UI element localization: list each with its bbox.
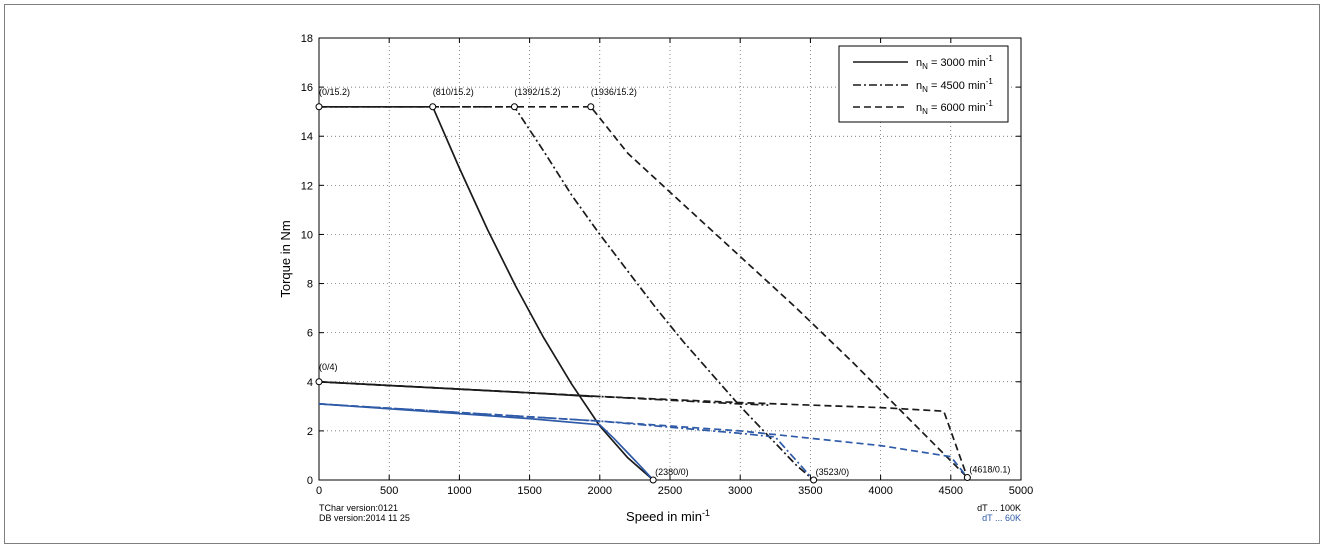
x-axis-label: Speed in min-1 [626,508,710,524]
legend-entry-4500: nN = 4500 min-1 [916,77,993,94]
marker-label: (4618/0.1) [969,465,1010,475]
marker-point [587,103,595,111]
x-tick-label: 3000 [728,485,752,497]
legend-box [838,45,1009,123]
legend-entry-6000: nN = 6000 min-1 [916,99,993,116]
x-tick-label: 1500 [517,485,541,497]
x-tick-label: 2500 [658,485,682,497]
marker-label: (810/15.2) [433,87,474,97]
marker-label: (1392/15.2) [514,87,560,97]
marker-label: (3523/0) [816,467,850,477]
x-tick-label: 500 [380,485,398,497]
y-tick-label: 14 [301,131,313,143]
marker-label: (0/15.2) [319,87,350,97]
marker-point [963,474,971,482]
dt-60k-note: dT ... 60K [982,513,1021,523]
y-axis-label: Torque in Nm [278,220,293,297]
series-group [318,105,969,481]
marker-label: (1936/15.2) [591,87,637,97]
marker-point [315,103,323,111]
series-line-6 [318,403,654,481]
x-tick-label: 1000 [447,485,471,497]
markers-group: (0/15.2) (810/15.2) (1392/15.2) (1936/15.2)… [315,87,1010,484]
series-line-7 [318,403,815,481]
y-tick-label: 18 [301,33,313,45]
marker-label: (2380/0) [655,467,689,477]
y-tick-label: 12 [301,180,313,192]
y-tick-label: 10 [301,229,313,241]
y-tick-label: 16 [301,82,313,94]
marker-point [510,103,518,111]
dt-100k-note: dT ... 100K [977,503,1021,513]
legend-entry-3000: nN = 3000 min-1 [916,54,993,71]
y-tick-label: 4 [307,377,313,389]
series-line-0 [319,105,654,481]
legend: nN = 3000 min-1 nN = 4500 min-1 nN = 600… [838,45,1009,123]
tchar-version: TChar version:0121 [319,503,398,513]
series-line-2 [319,105,969,479]
x-axis-label-sup: -1 [702,508,710,518]
y-tick-label: 2 [307,426,313,438]
marker-label: (0/4) [319,362,338,372]
x-tick-label: 0 [316,485,322,497]
series-line-1 [319,105,815,481]
x-axis-label-main: Speed in min [626,509,702,524]
x-tick-label: 4500 [939,485,963,497]
marker-point [810,476,818,484]
y-tick-label: 8 [307,279,313,291]
marker-point [429,103,437,111]
db-version: DB version:2014 11 25 [319,513,410,523]
axis-ticks: 0 500 1000 1500 2000 2500 3000 3500 4000 4500 5000… [301,33,1033,497]
x-tick-label: 3500 [798,485,822,497]
y-tick-label: 0 [307,475,313,487]
marker-point [315,378,323,386]
x-tick-label: 5000 [1009,485,1033,497]
series-line-8 [318,403,969,479]
x-tick-label: 2000 [588,485,612,497]
x-tick-label: 4000 [868,485,892,497]
marker-point [649,476,657,484]
series-line-5 [318,380,969,478]
y-tick-label: 6 [307,328,313,340]
